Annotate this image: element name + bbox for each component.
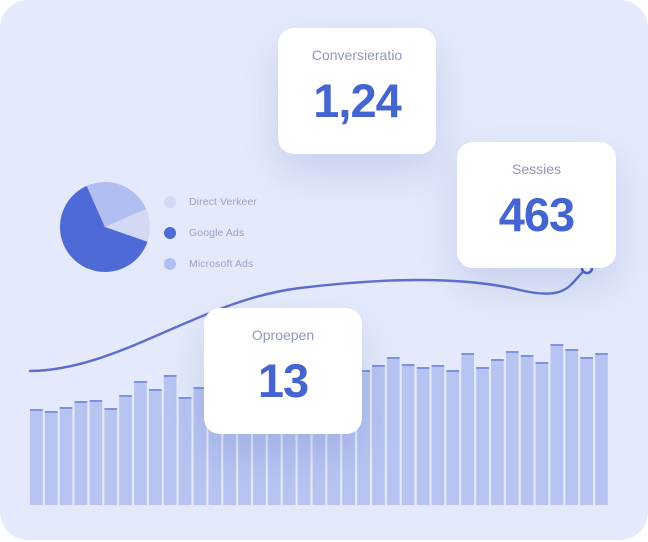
sessions-card: Sessies 463 xyxy=(457,142,616,268)
bar xyxy=(505,351,519,505)
bar-cap xyxy=(386,357,400,359)
bar-cap xyxy=(565,349,579,351)
pie-slice xyxy=(60,185,148,272)
bar xyxy=(491,359,504,505)
bar xyxy=(178,397,192,505)
bar xyxy=(193,387,207,505)
conversion-value: 1,24 xyxy=(313,74,401,127)
bar xyxy=(416,367,430,505)
bar-cap xyxy=(520,355,534,357)
bar-cap xyxy=(89,400,103,402)
bar-cap xyxy=(119,395,132,397)
bar-cap xyxy=(104,408,118,410)
pie-legend: Direct Verkeer Google Ads Microsoft Ads xyxy=(164,186,257,279)
conversion-label: Conversieratio xyxy=(311,47,403,63)
bar-cap xyxy=(134,381,147,383)
bar-cap xyxy=(193,387,207,389)
bar xyxy=(59,407,73,505)
bar xyxy=(149,389,162,505)
bar-cap xyxy=(44,411,58,413)
bar-cap xyxy=(461,353,474,355)
bar xyxy=(446,370,460,505)
calls-value: 13 xyxy=(257,354,309,407)
bar-cap xyxy=(505,351,519,353)
bar xyxy=(520,355,534,505)
bar xyxy=(431,365,445,505)
calls-label: Oproepen xyxy=(251,327,315,343)
bar-cap xyxy=(372,365,385,367)
bar xyxy=(535,362,549,505)
legend-label-microsoft-ads: Microsoft Ads xyxy=(189,257,254,270)
bar xyxy=(580,357,593,505)
bar-cap xyxy=(535,362,549,364)
bar-cap xyxy=(401,364,415,366)
bar xyxy=(163,375,177,505)
bar-cap xyxy=(30,409,43,411)
calls-card: Oproepen 13 xyxy=(204,308,362,434)
legend-dot-microsoft-ads xyxy=(164,257,176,270)
traffic-source-pie-chart xyxy=(60,182,151,272)
legend-item-microsoft-ads: Microsoft Ads xyxy=(164,248,257,279)
pie-slice xyxy=(105,208,151,242)
legend-item-direct: Direct Verkeer xyxy=(164,186,257,217)
bar-cap xyxy=(550,344,564,346)
bar xyxy=(372,365,385,505)
bar xyxy=(30,409,43,505)
conversion-card: Conversieratio 1,24 xyxy=(278,28,436,154)
legend-item-google-ads: Google Ads xyxy=(164,217,257,248)
sessions-value: 463 xyxy=(498,188,575,241)
legend-dot-direct xyxy=(164,195,176,208)
legend-label-google-ads: Google Ads xyxy=(189,226,245,239)
legend-label-direct: Direct Verkeer xyxy=(189,195,257,208)
bar xyxy=(386,357,400,505)
trend-line xyxy=(28,266,589,373)
bar-cap xyxy=(178,397,192,399)
bar xyxy=(134,381,147,505)
bar xyxy=(476,367,489,505)
sessions-label: Sessies xyxy=(511,161,562,177)
bar-cap xyxy=(416,367,430,369)
pie-slice xyxy=(86,182,147,227)
bar-cap xyxy=(431,365,445,367)
bar-cap xyxy=(74,401,88,403)
bar xyxy=(44,411,58,505)
bar xyxy=(550,344,564,505)
bar xyxy=(119,395,132,505)
bar xyxy=(74,401,88,505)
bar xyxy=(104,408,118,505)
bar xyxy=(461,353,474,505)
bar-cap xyxy=(59,407,73,409)
legend-dot-google-ads xyxy=(164,226,176,239)
bar-cap xyxy=(149,389,162,391)
bar-cap xyxy=(446,370,460,372)
bar xyxy=(595,353,608,505)
bar xyxy=(565,349,579,505)
bar-cap xyxy=(357,370,370,372)
bar-cap xyxy=(491,359,504,361)
bar xyxy=(89,400,103,505)
bar-cap xyxy=(476,367,489,369)
bar-cap xyxy=(163,375,177,377)
bar xyxy=(401,364,415,505)
bar-cap xyxy=(580,357,593,359)
bar-cap xyxy=(595,353,608,355)
